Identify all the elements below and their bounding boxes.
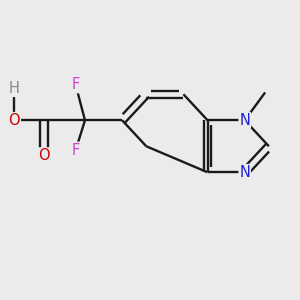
Text: O: O	[9, 113, 20, 128]
Text: H: H	[9, 81, 20, 96]
Text: F: F	[72, 142, 80, 158]
Text: N: N	[239, 165, 250, 180]
Text: N: N	[239, 113, 250, 128]
Text: O: O	[38, 148, 50, 163]
Text: F: F	[72, 77, 80, 92]
